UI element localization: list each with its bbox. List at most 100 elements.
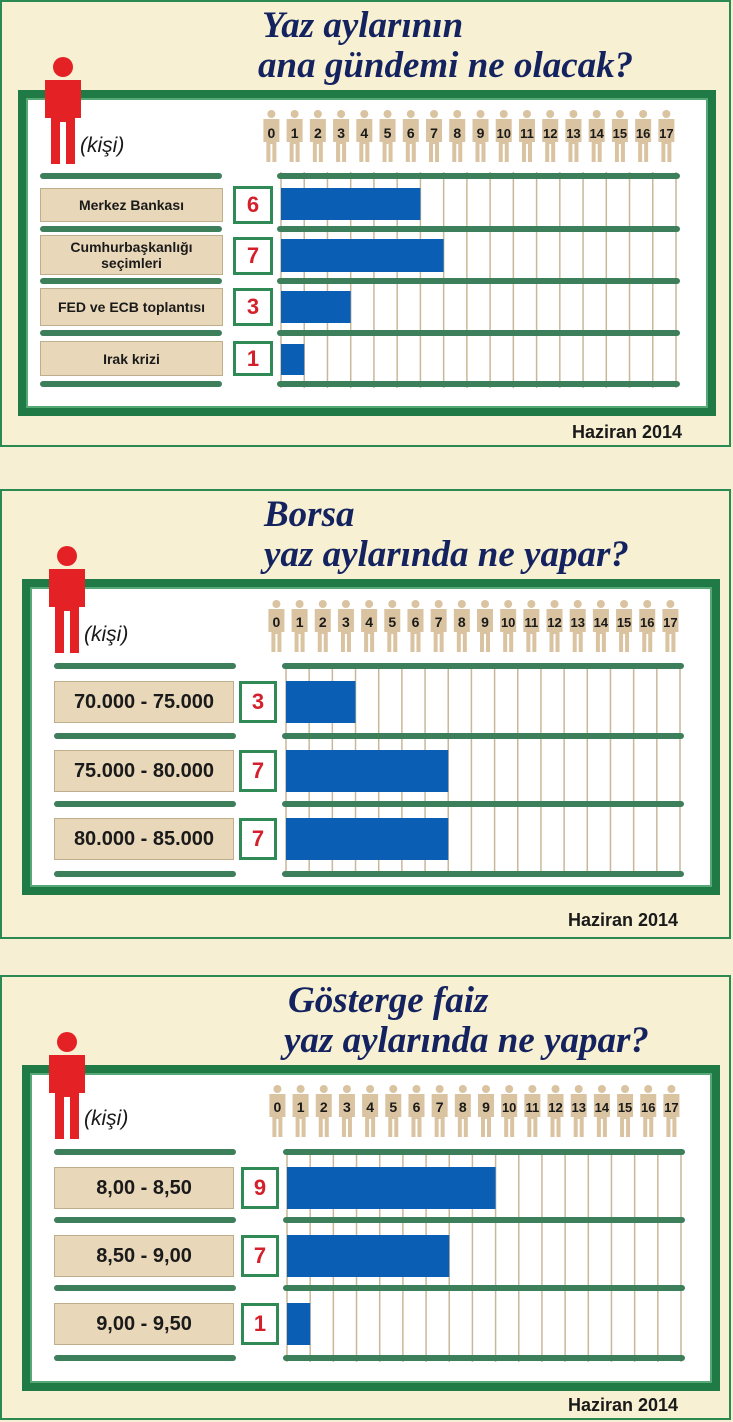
tick-person-icon <box>333 110 350 162</box>
tick-person-icon <box>379 110 396 162</box>
tick-label: 14 <box>594 615 609 630</box>
tick-person-icon <box>639 600 656 652</box>
tick-label: 9 <box>477 125 485 141</box>
value-label: 7 <box>241 1235 279 1277</box>
separator-rail <box>40 381 222 387</box>
bar <box>286 681 356 723</box>
separator-rail <box>277 173 680 179</box>
tick-label: 13 <box>566 126 580 141</box>
value-label: 3 <box>233 288 273 326</box>
tick-label: 13 <box>570 615 584 630</box>
tick-label: 0 <box>274 1099 282 1115</box>
bar <box>287 1167 496 1209</box>
tick-person-icon <box>384 600 401 652</box>
tick-person-icon <box>268 600 285 652</box>
category-label: FED ve ECB toplantısı <box>40 288 223 326</box>
separator-rail <box>282 801 684 807</box>
chart-title-line-2: yaz aylarında ne yapar? <box>284 1020 649 1061</box>
separator-rail <box>54 1149 236 1155</box>
tick-person-icon <box>408 1085 425 1137</box>
tick-label: 11 <box>525 1100 539 1115</box>
tick-label: 15 <box>613 126 627 141</box>
tick-person-icon <box>546 600 563 652</box>
bar <box>287 1303 311 1345</box>
tick-person-icon <box>501 1085 518 1137</box>
tick-person-icon <box>472 110 489 162</box>
tick-label: 8 <box>458 614 466 630</box>
tick-person-icon <box>292 1085 309 1137</box>
separator-rail <box>54 801 236 807</box>
tick-person-icon <box>518 110 535 162</box>
tick-label: 1 <box>297 1099 305 1115</box>
tick-label: 4 <box>360 125 368 141</box>
separator-rail <box>40 226 222 232</box>
tick-label: 11 <box>520 126 534 141</box>
tick-person-icon <box>315 1085 332 1137</box>
tick-label: 6 <box>413 1099 421 1115</box>
tick-label: 5 <box>388 614 396 630</box>
value-label: 7 <box>239 818 277 860</box>
separator-rail <box>277 226 680 232</box>
tick-label: 2 <box>320 1099 328 1115</box>
separator-rail <box>54 1285 236 1291</box>
tick-person-icon <box>662 600 679 652</box>
tick-label: 10 <box>497 126 511 141</box>
separator-rail <box>283 1149 685 1155</box>
bar <box>281 188 421 220</box>
tick-person-icon <box>617 1085 634 1137</box>
category-label: Cumhurbaşkanlığı seçimleri <box>40 235 223 275</box>
tick-label: 17 <box>664 1100 678 1115</box>
source-label: Haziran 2014 <box>568 1395 679 1415</box>
separator-rail <box>54 733 236 739</box>
unit-label: (kişi) <box>84 623 129 646</box>
tick-label: 8 <box>459 1099 467 1115</box>
tick-label: 15 <box>617 615 631 630</box>
tick-person-icon <box>635 110 652 162</box>
category-label: 8,50 - 9,00 <box>54 1235 234 1277</box>
tick-person-icon <box>547 1085 564 1137</box>
category-label: Merkez Bankası <box>40 188 223 222</box>
category-label: 8,00 - 8,50 <box>54 1167 234 1209</box>
tick-label: 7 <box>430 125 438 141</box>
tick-label: 11 <box>524 615 538 630</box>
tick-label: 17 <box>663 615 677 630</box>
separator-rail <box>283 1217 685 1223</box>
separator-rail <box>40 278 222 284</box>
tick-label: 0 <box>273 614 281 630</box>
tick-label: 16 <box>641 1100 655 1115</box>
separator-rail <box>40 330 222 336</box>
tick-label: 12 <box>543 126 557 141</box>
tick-label: 3 <box>342 614 350 630</box>
value-label: 7 <box>233 237 273 275</box>
bar-chart-area: 0 1 2 3 4 5 6 7 8 9 10 11 12 13 14 15 16 17 <box>40 110 680 388</box>
chart-title-line-1: Yaz aylarının <box>262 5 464 46</box>
person-icon <box>45 57 81 164</box>
separator-rail <box>282 733 684 739</box>
bar <box>281 239 444 272</box>
category-label: 75.000 - 80.000 <box>54 750 234 792</box>
value-label: 1 <box>233 341 273 376</box>
tick-label: 3 <box>343 1099 351 1115</box>
tick-person-icon <box>592 600 609 652</box>
tick-person-icon <box>269 1085 286 1137</box>
tick-person-icon <box>658 110 675 162</box>
category-label: 9,00 - 9,50 <box>54 1303 234 1345</box>
tick-person-icon <box>314 600 331 652</box>
source-label: Haziran 2014 <box>572 422 683 442</box>
tick-label: 5 <box>389 1099 397 1115</box>
tick-person-icon <box>356 110 373 162</box>
source-label: Haziran 2014 <box>568 910 679 930</box>
tick-label: 4 <box>366 1099 374 1115</box>
tick-label: 0 <box>267 125 275 141</box>
tick-person-icon <box>565 110 582 162</box>
tick-person-icon <box>430 600 447 652</box>
bar-chart-area: 0 1 2 3 4 5 6 7 8 9 10 11 12 13 14 15 16 17 <box>54 1085 685 1362</box>
tick-label: 6 <box>407 125 415 141</box>
bar <box>281 291 351 323</box>
tick-person-icon <box>616 600 633 652</box>
tick-label: 2 <box>319 614 327 630</box>
tick-person-icon <box>478 1085 494 1137</box>
tick-label: 4 <box>365 614 373 630</box>
value-label: 9 <box>241 1167 279 1209</box>
tick-person-icon <box>337 600 354 652</box>
